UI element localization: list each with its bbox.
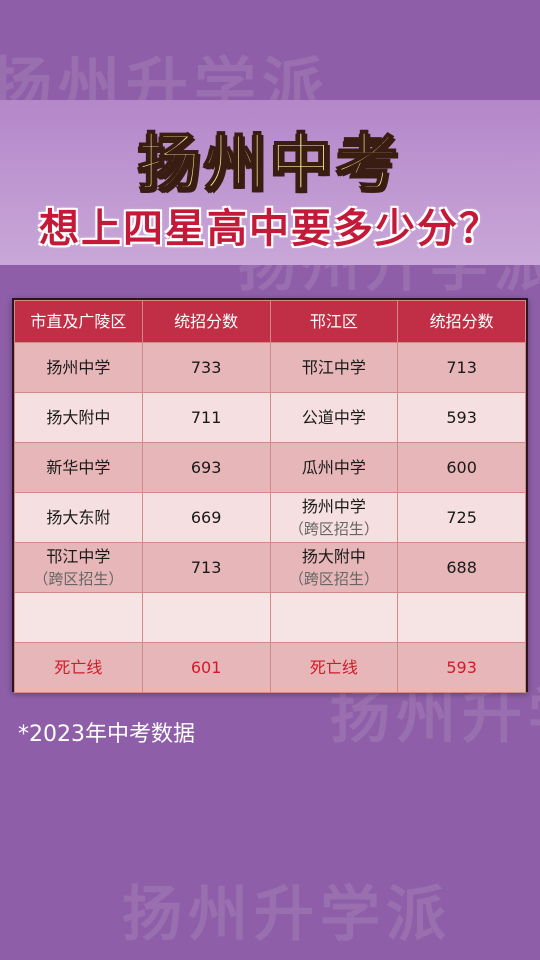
- cross-district-note: （跨区招生）: [288, 569, 379, 588]
- school-name: 扬大附中: [46, 407, 111, 427]
- column-header: 市直及广陵区: [14, 300, 143, 343]
- score-cell: 725: [397, 492, 526, 543]
- cross-district-note: （跨区招生）: [33, 569, 124, 588]
- school-cell: 邗江中学: [269, 342, 399, 393]
- school-cell: 瓜州中学: [269, 442, 399, 493]
- empty-cell: [269, 592, 399, 643]
- school-name: 瓜州中学: [301, 457, 366, 477]
- cutoff-label: 死亡线: [269, 642, 399, 693]
- score-cell: 713: [141, 542, 271, 593]
- score-cell: 713: [397, 342, 526, 393]
- school-name: 邗江中学: [46, 546, 111, 566]
- score-cell: 711: [141, 392, 271, 443]
- column-header: 统招分数: [397, 300, 526, 343]
- table-row: 扬大东附 669 扬州中学 （跨区招生） 725: [14, 492, 526, 543]
- school-cell: 扬大附中: [14, 392, 143, 443]
- table-row: 新华中学 693 瓜州中学 600: [14, 442, 526, 493]
- column-header: 邗江区: [269, 300, 399, 343]
- school-name: 扬大东附: [46, 507, 111, 527]
- score-cell: 693: [141, 442, 271, 493]
- cutoff-score: 601: [141, 642, 271, 693]
- score-table: 市直及广陵区 统招分数 邗江区 统招分数 扬州中学 733 邗江中学 713 扬…: [14, 300, 526, 693]
- school-cell: 扬州中学: [14, 342, 143, 393]
- cutoff-row: 死亡线 601 死亡线 593: [14, 642, 526, 693]
- school-name: 扬州中学: [301, 496, 366, 516]
- school-cell: 扬大附中 （跨区招生）: [269, 542, 399, 593]
- title-banner: [0, 100, 540, 265]
- table-row: 扬大附中 711 公道中学 593: [14, 392, 526, 443]
- table-header-row: 市直及广陵区 统招分数 邗江区 统招分数: [14, 300, 526, 343]
- cutoff-label: 死亡线: [14, 642, 143, 693]
- school-cell: 扬州中学 （跨区招生）: [269, 492, 399, 543]
- score-cell: 593: [397, 392, 526, 443]
- school-name: 扬大附中: [301, 546, 366, 566]
- empty-cell: [14, 592, 143, 643]
- table-row: 扬州中学 733 邗江中学 713: [14, 342, 526, 393]
- score-cell: 733: [141, 342, 271, 393]
- cutoff-score: 593: [397, 642, 526, 693]
- score-cell: 600: [397, 442, 526, 493]
- score-table-container: 市直及广陵区 统招分数 邗江区 统招分数 扬州中学 733 邗江中学 713 扬…: [12, 298, 528, 693]
- table-row: 邗江中学 （跨区招生） 713 扬大附中 （跨区招生） 688: [14, 542, 526, 593]
- school-name: 新华中学: [46, 457, 111, 477]
- school-name: 扬州中学: [46, 357, 111, 377]
- school-cell: 公道中学: [269, 392, 399, 443]
- empty-cell: [141, 592, 271, 643]
- score-cell: 669: [141, 492, 271, 543]
- data-source-note: *2023年中考数据: [18, 722, 195, 747]
- school-cell: 扬大东附: [14, 492, 143, 543]
- watermark-text: 扬州升学派: [330, 682, 540, 752]
- school-name: 邗江中学: [301, 357, 366, 377]
- empty-cell: [397, 592, 526, 643]
- page-subtitle: 想上四星高中要多少分？: [39, 206, 501, 252]
- score-cell: 688: [397, 542, 526, 593]
- school-name: 公道中学: [301, 407, 366, 427]
- column-header: 统招分数: [141, 300, 271, 343]
- empty-row: [14, 592, 526, 643]
- school-cell: 邗江中学 （跨区招生）: [14, 542, 143, 593]
- school-cell: 新华中学: [14, 442, 143, 493]
- watermark-text: 扬州升学派: [122, 880, 452, 950]
- cross-district-note: （跨区招生）: [288, 519, 379, 538]
- page-title: 扬州中考: [137, 125, 402, 200]
